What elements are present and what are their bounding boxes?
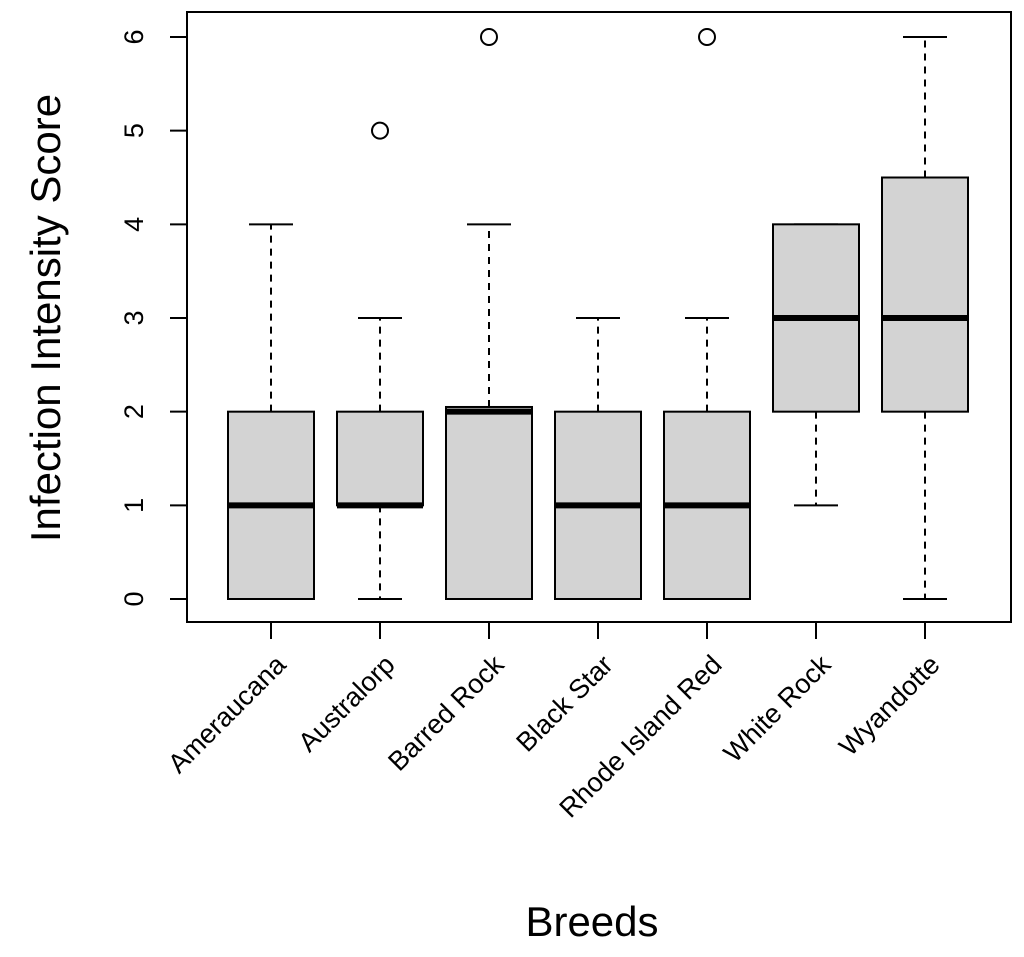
box-iqr bbox=[336, 410, 424, 507]
y-tick-label: 2 bbox=[119, 404, 149, 419]
x-tick-label: Wyandotte bbox=[833, 649, 945, 761]
box-group bbox=[445, 28, 533, 600]
x-tick-label: Australorp bbox=[292, 649, 400, 757]
y-tick-label: 1 bbox=[119, 498, 149, 513]
x-tick-label: Barred Rock bbox=[382, 649, 510, 777]
y-tick-label: 3 bbox=[119, 310, 149, 325]
outlier-point bbox=[698, 28, 716, 46]
box-series bbox=[227, 28, 969, 600]
y-tick-label: 6 bbox=[119, 29, 149, 44]
y-axis: 0 1 2 3 4 5 6 bbox=[119, 29, 188, 607]
box-group bbox=[772, 223, 860, 507]
x-tick-label: Black Star bbox=[510, 649, 618, 757]
x-tick-label: Ameraucana bbox=[162, 649, 292, 779]
x-tick-label: White Rock bbox=[718, 649, 837, 768]
box-iqr bbox=[445, 405, 533, 600]
box-iqr bbox=[881, 176, 969, 413]
box-group bbox=[881, 36, 969, 600]
box-group bbox=[227, 223, 315, 600]
x-axis-title: Breeds bbox=[525, 898, 658, 945]
y-tick-label: 0 bbox=[119, 591, 149, 606]
y-tick-label: 4 bbox=[119, 217, 149, 232]
y-tick-label: 5 bbox=[119, 123, 149, 138]
outlier-point bbox=[371, 121, 389, 140]
box-group bbox=[336, 121, 424, 600]
box-group bbox=[554, 317, 642, 600]
outlier-point bbox=[480, 28, 498, 46]
y-axis-title: Infection Intensity Score bbox=[22, 94, 69, 542]
box-group bbox=[663, 28, 751, 600]
